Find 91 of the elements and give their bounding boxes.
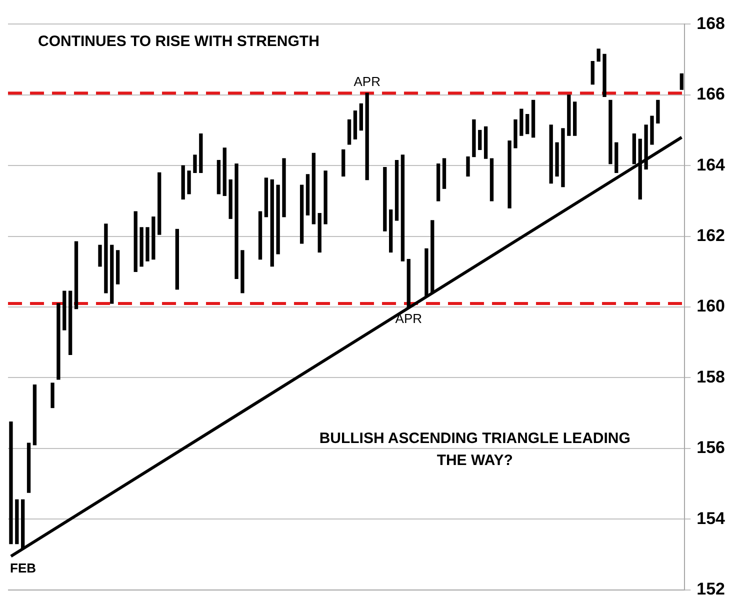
bar — [394, 160, 399, 221]
bar — [240, 250, 244, 294]
bar — [110, 244, 114, 304]
bar — [199, 133, 203, 173]
text: CONTINUES TO RISE WITH STRENGTH — [38, 32, 320, 50]
bar — [324, 170, 328, 224]
bar — [514, 119, 518, 148]
bar — [68, 290, 72, 356]
bar — [680, 73, 684, 90]
bar — [146, 227, 150, 262]
y-tick-label: 158 — [696, 367, 726, 386]
bar — [116, 250, 120, 284]
bar — [26, 442, 31, 493]
bar — [549, 124, 553, 184]
bar — [490, 158, 494, 202]
bar — [359, 103, 363, 131]
bar — [276, 184, 280, 254]
bar — [140, 227, 144, 267]
bar — [561, 128, 565, 188]
bar — [21, 499, 25, 550]
bar — [228, 179, 232, 219]
bar — [222, 148, 226, 196]
bar — [187, 170, 191, 194]
annotation: APR — [395, 311, 422, 326]
bar — [104, 224, 108, 294]
bar — [400, 154, 405, 262]
bar — [442, 158, 446, 189]
y-tick-label: 162 — [696, 226, 726, 245]
bar — [430, 220, 434, 294]
bar — [573, 102, 577, 136]
bar — [193, 154, 197, 173]
bar — [62, 290, 66, 330]
bar — [32, 384, 37, 446]
y-tick-label: 152 — [696, 579, 726, 598]
bar — [596, 48, 600, 62]
bar — [300, 184, 304, 244]
bar — [484, 126, 488, 159]
bar — [656, 100, 660, 124]
bar — [9, 422, 13, 544]
annotation: APR — [354, 74, 380, 90]
bar — [406, 258, 410, 308]
bar — [152, 216, 156, 260]
bar — [342, 149, 346, 177]
bar — [389, 209, 393, 253]
y-tick-label: 166 — [696, 84, 726, 104]
bar — [520, 108, 524, 136]
bar — [264, 178, 268, 218]
bar — [526, 114, 530, 134]
bar — [282, 158, 286, 218]
annotation: FEB — [10, 560, 36, 576]
bar — [424, 248, 428, 297]
bar — [614, 142, 618, 173]
bar — [158, 172, 162, 235]
bar — [347, 119, 352, 145]
bar — [50, 382, 54, 408]
bar — [478, 130, 482, 150]
bar — [234, 164, 238, 280]
bar — [353, 110, 358, 140]
bar — [650, 116, 654, 145]
bar — [555, 142, 559, 177]
bar — [98, 244, 102, 267]
bar — [56, 303, 60, 380]
bar — [258, 211, 262, 260]
bar — [175, 228, 179, 290]
bar — [531, 100, 536, 138]
bar — [590, 60, 594, 85]
bar — [270, 179, 274, 267]
bar — [216, 160, 221, 194]
bar — [365, 92, 369, 180]
y-tick-label: 168 — [696, 14, 726, 33]
y-tick-label: 164 — [696, 155, 726, 174]
y-tick-label: 160 — [696, 296, 726, 316]
bar — [602, 54, 606, 97]
bar — [466, 156, 470, 177]
bar — [638, 138, 642, 200]
bar — [472, 119, 476, 158]
bar — [508, 140, 512, 208]
bar — [15, 499, 19, 544]
bar — [318, 212, 322, 253]
bar — [134, 211, 138, 272]
y-tick-label: 156 — [696, 438, 726, 458]
bar — [436, 164, 440, 202]
bar — [608, 100, 612, 164]
annotation: BULLISH ASCENDING TRIANGLE LEADING THE WAY? — [319, 430, 630, 470]
bar — [567, 94, 571, 136]
bar — [74, 241, 78, 310]
bar — [383, 167, 387, 232]
bar — [181, 165, 185, 200]
bar — [312, 152, 316, 224]
bar — [306, 174, 310, 216]
y-tick-label: 154 — [696, 508, 726, 528]
